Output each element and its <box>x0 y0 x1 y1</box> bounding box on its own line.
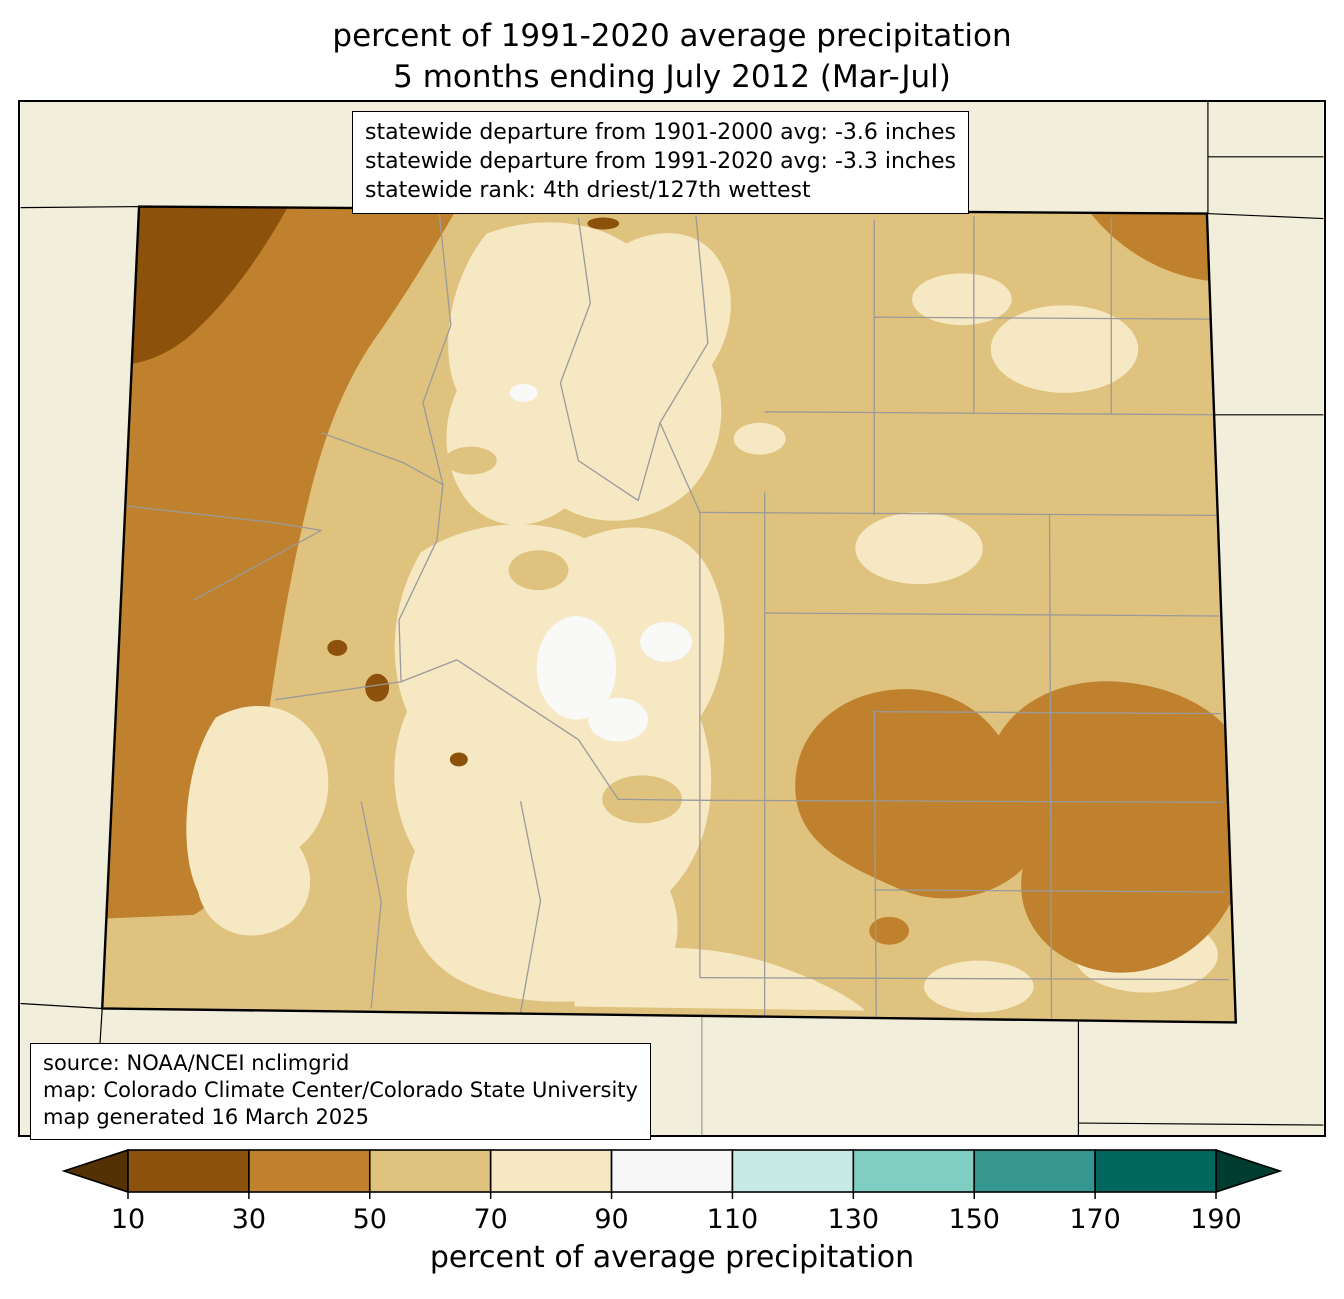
fill-30-50-west <box>102 206 457 919</box>
colorbar-segment <box>973 1149 1096 1193</box>
colorbar-segment <box>610 1149 734 1193</box>
colorbar-over-arrow <box>1215 1148 1283 1194</box>
fill-30-50-ne-corner <box>1088 210 1214 282</box>
stats-line-3: statewide rank: 4th driest/127th wettest <box>365 178 811 203</box>
fill-90-110-group <box>509 383 692 742</box>
colorbar-segment <box>248 1149 371 1193</box>
colorbar-tick-label: 110 <box>707 1204 759 1235</box>
source-info-box: source: NOAA/NCEI nclimgrid map: Colorad… <box>30 1043 651 1140</box>
fill-10-30-nw <box>116 206 288 365</box>
colorbar-tick-label: 30 <box>232 1204 266 1235</box>
source-line-2: map: Colorado Climate Center/Colorado St… <box>43 1078 638 1102</box>
fill-10-30-spots <box>327 639 468 767</box>
colorbar-tick-label: 70 <box>473 1204 507 1235</box>
colorbar-under-arrow <box>61 1148 129 1194</box>
colorbar-segment <box>1094 1149 1217 1193</box>
colorbar-tick-label: 50 <box>353 1204 387 1235</box>
colorbar-tick-label: 170 <box>1069 1204 1121 1235</box>
colorbar-tick-label: 10 <box>111 1204 145 1235</box>
map-title-line2: 5 months ending July 2012 (Mar-Jul) <box>393 59 951 95</box>
statewide-stats-box: statewide departure from 1901-2000 avg: … <box>352 111 969 214</box>
map-title-line1: percent of 1991-2020 average precipitati… <box>332 18 1012 54</box>
fill-30-50-southeast <box>795 681 1236 973</box>
colorbar-axis-label: percent of average precipitation <box>429 1240 915 1275</box>
stats-line-2: statewide departure from 1991-2020 avg: … <box>365 149 956 174</box>
colorbar-tick-label: 90 <box>594 1204 628 1235</box>
fill-30-50-spot-south <box>869 916 910 945</box>
colorbar-segment <box>368 1149 492 1193</box>
colorbar-segment <box>852 1149 976 1193</box>
colorbar-tick-label: 130 <box>828 1204 880 1235</box>
county-lines <box>112 209 1229 1019</box>
colorbar-segment <box>127 1149 250 1193</box>
map-canvas <box>18 100 1326 1137</box>
colorbar: 10 30 50 70 90 110 130 150 170 190 <box>61 1148 1283 1235</box>
fill-10-30-spot-top <box>587 217 620 230</box>
stats-line-1: statewide departure from 1901-2000 avg: … <box>365 120 956 145</box>
colorbar-segment <box>489 1149 613 1193</box>
source-line-1: source: NOAA/NCEI nclimgrid <box>43 1051 350 1075</box>
page-title: percent of 1991-2020 average precipitati… <box>0 16 1344 98</box>
source-line-3: map generated 16 March 2025 <box>43 1105 370 1129</box>
colorado-precipitation-map <box>20 102 1324 1135</box>
state-region <box>102 206 1236 1023</box>
colorbar-segment <box>731 1149 855 1193</box>
colorbar-tick-label: 150 <box>948 1204 1000 1235</box>
colorbar-tick-label: 190 <box>1190 1204 1242 1235</box>
